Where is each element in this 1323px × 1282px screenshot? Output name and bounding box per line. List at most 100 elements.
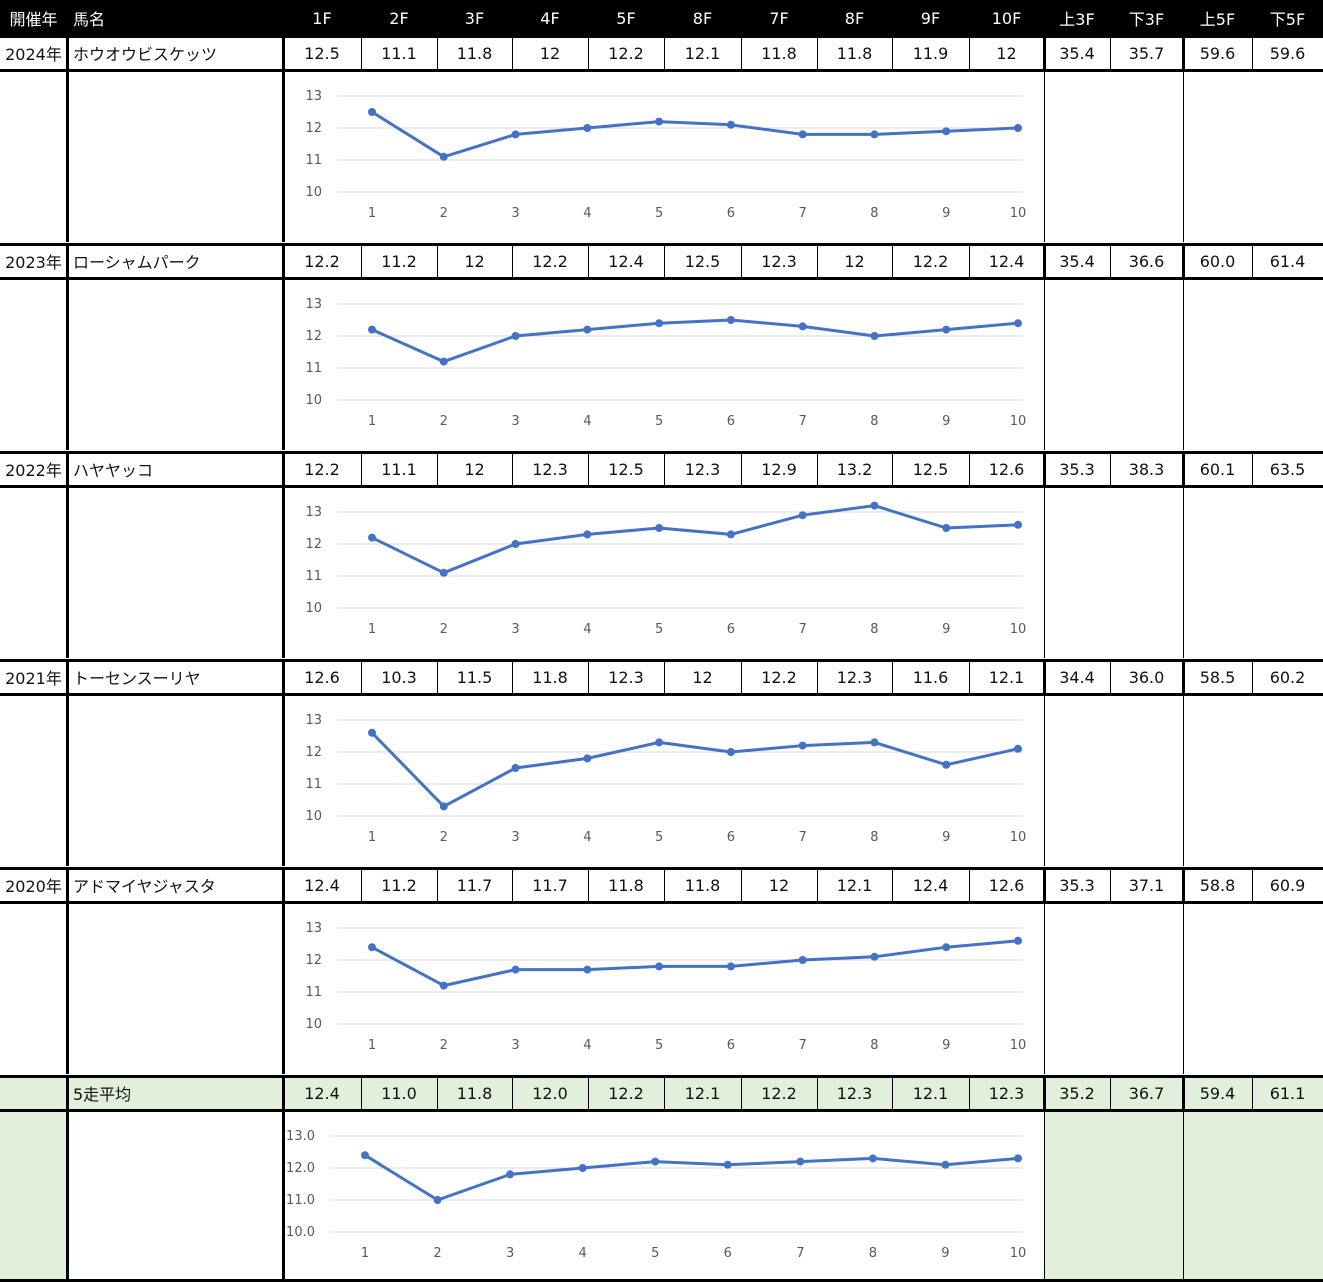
column-separator	[817, 660, 818, 694]
column-separator	[664, 660, 665, 694]
column-separator	[66, 244, 69, 278]
header-furlong: 4F	[540, 8, 560, 28]
header-sum: 下3F	[1128, 10, 1165, 29]
column-separator	[664, 868, 665, 902]
column-separator	[512, 660, 513, 694]
column-separator	[817, 244, 818, 278]
x-tick-label: 5	[655, 622, 663, 637]
lap-time-cell: 12.6	[988, 459, 1025, 479]
lap-time-cell: 11.6	[912, 667, 949, 687]
column-separator	[361, 868, 362, 902]
x-tick-label: 2	[440, 206, 448, 221]
x-tick-label: 10	[1010, 1038, 1027, 1053]
column-separator	[437, 868, 438, 902]
series-line	[371, 504, 1019, 575]
column-separator	[66, 868, 69, 902]
header-furlong: 1F	[312, 8, 332, 28]
lap-time-cell: 12.3	[684, 459, 721, 479]
data-point	[726, 962, 735, 971]
sum-time-cell: 37.1	[1128, 875, 1165, 895]
x-tick-label: 7	[799, 622, 807, 637]
x-tick-label: 4	[583, 1038, 591, 1053]
column-separator	[741, 244, 742, 278]
sum-time-cell: 59.6	[1199, 43, 1236, 63]
lap-time-cell: 11.8	[684, 875, 721, 895]
chart-row-separator	[282, 278, 285, 450]
x-tick-label: 2	[433, 1246, 441, 1261]
y-tick-label: 13.0	[286, 1129, 315, 1144]
sum-time-cell: 36.0	[1128, 667, 1165, 687]
sum-time-cell: 36.6	[1128, 251, 1165, 271]
column-separator	[1110, 660, 1111, 694]
x-tick-label: 6	[727, 622, 735, 637]
data-point	[655, 738, 664, 747]
y-tick-label: 10	[305, 601, 322, 616]
column-separator	[969, 36, 970, 70]
race-horse: アドマイヤジャスタ	[73, 877, 216, 896]
x-tick-label: 10	[1010, 622, 1027, 637]
lap-time-cell: 11.1	[381, 459, 417, 479]
average-sum-cell: 61.1	[1269, 1083, 1306, 1103]
x-tick-label: 1	[368, 206, 376, 221]
x-tick-label: 1	[368, 414, 376, 429]
x-tick-label: 5	[655, 206, 663, 221]
x-tick-label: 9	[942, 622, 950, 637]
chart-row-separator	[282, 1110, 285, 1282]
column-separator	[892, 36, 893, 70]
x-tick-label: 6	[727, 206, 735, 221]
x-tick-label: 4	[583, 622, 591, 637]
data-point	[942, 524, 951, 532]
column-separator	[588, 452, 589, 486]
data-point	[511, 764, 520, 772]
lap-time-cell: 12	[539, 43, 561, 63]
race-year: 2023年	[5, 253, 62, 272]
chart-row-separator	[1044, 278, 1045, 450]
x-tick-label: 5	[655, 1038, 663, 1053]
column-separator	[664, 36, 665, 70]
row-separator	[0, 69, 1323, 72]
header-year: 開催年	[9, 10, 58, 29]
lap-time-cell: 11.5	[456, 667, 493, 687]
y-tick-label: 11	[305, 777, 322, 792]
column-separator	[66, 660, 69, 694]
header-horse: 馬名	[73, 10, 106, 29]
data-point	[870, 952, 879, 961]
column-separator	[66, 452, 69, 486]
header-furlong: 9F	[920, 8, 941, 28]
chart-row-separator	[66, 694, 69, 866]
column-separator	[741, 1076, 742, 1110]
lap-time-cell: 12	[996, 43, 1017, 63]
column-separator	[437, 660, 438, 694]
sum-time-cell: 35.4	[1059, 251, 1095, 271]
sum-time-cell: 61.4	[1269, 251, 1306, 271]
chart-row-separator	[282, 70, 285, 242]
chart-row-separator	[1183, 278, 1184, 450]
lap-time-cell: 12.4	[608, 251, 644, 271]
row-separator	[0, 243, 1323, 246]
table-bottom-border	[0, 1279, 1323, 1282]
series-line	[370, 731, 1019, 808]
y-tick-label: 13	[305, 89, 322, 104]
series-line	[371, 318, 1019, 364]
y-tick-label: 11	[305, 569, 322, 584]
lap-time-cell: 12.2	[304, 251, 340, 271]
y-tick-label: 11	[305, 985, 322, 1000]
column-separator	[1252, 36, 1253, 70]
column-separator	[817, 36, 818, 70]
x-tick-label: 10	[1010, 830, 1027, 845]
data-point	[433, 1196, 442, 1204]
average-chart-bg-left	[0, 1110, 67, 1282]
x-tick-label: 8	[870, 830, 878, 845]
y-tick-label: 12	[305, 537, 322, 552]
column-separator	[1252, 1076, 1253, 1110]
column-separator	[1182, 452, 1185, 486]
column-separator	[588, 1076, 589, 1110]
x-tick-label: 4	[583, 206, 591, 221]
chart-row-separator	[1183, 694, 1184, 866]
x-tick-label: 1	[368, 830, 376, 845]
row-separator	[0, 1075, 1323, 1078]
data-point	[583, 124, 592, 132]
y-tick-label: 11	[305, 153, 322, 168]
column-separator	[1110, 452, 1111, 486]
x-tick-label: 1	[361, 1246, 369, 1261]
